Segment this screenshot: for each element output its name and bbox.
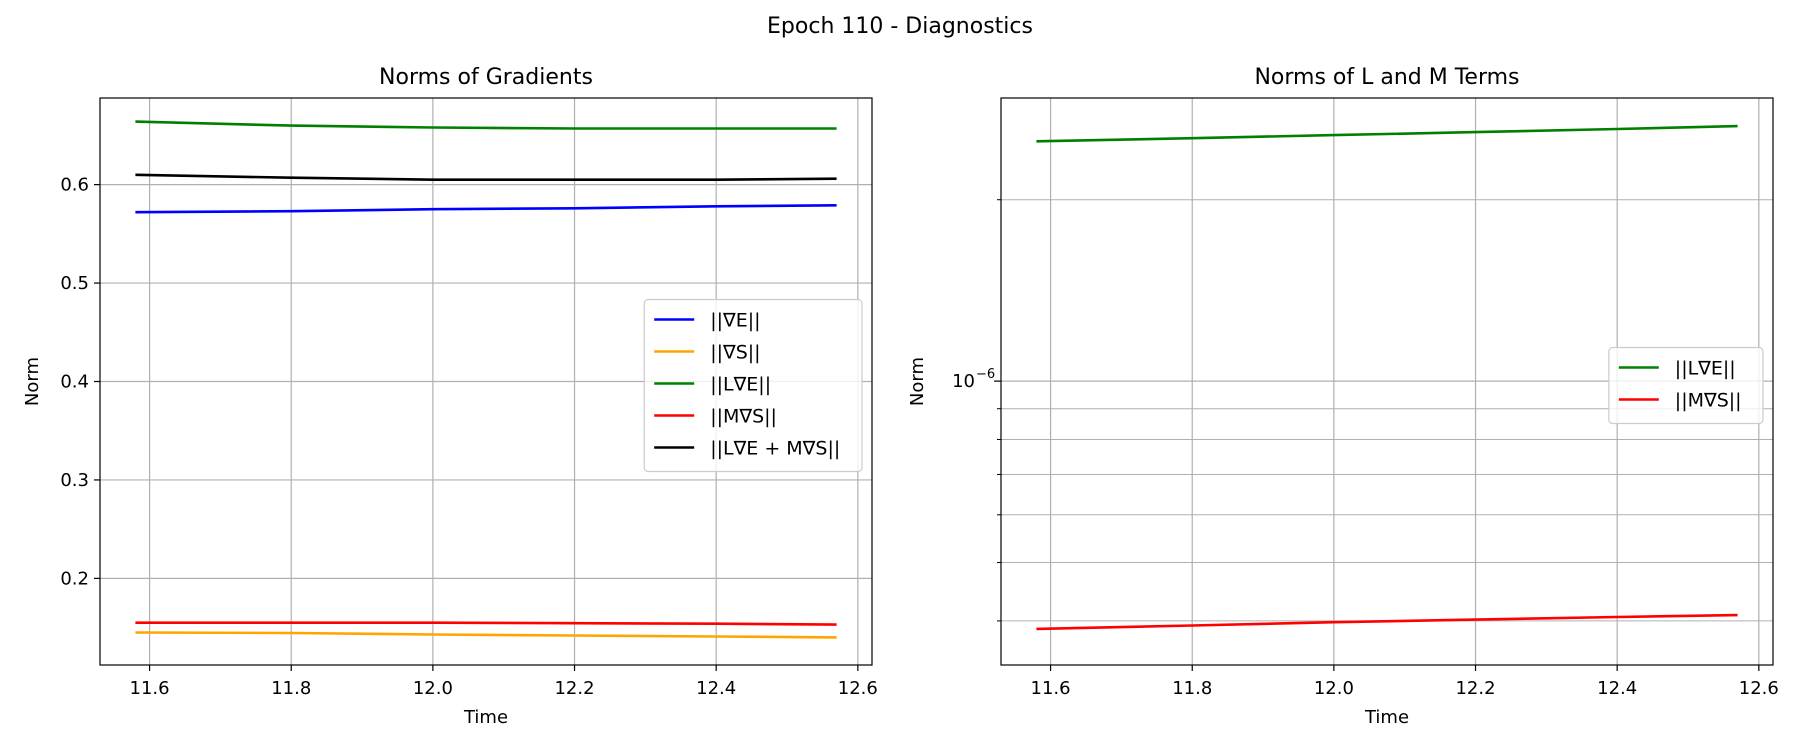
y-tick-label-exponent: −6: [976, 367, 995, 382]
y-tick-label: 0.2: [60, 568, 89, 589]
y-tick-label: 10: [952, 371, 975, 392]
x-tick-label: 11.8: [271, 678, 311, 699]
series-line: [135, 204, 837, 214]
x-tick-label: 12.4: [696, 678, 736, 699]
x-tick-label: 12.0: [1314, 678, 1354, 699]
legend-label: ||∇S||: [710, 342, 760, 364]
gradients-y-axis-label: Norm: [22, 357, 43, 406]
l-m-terms-legend: ||L∇E|| ||M∇S||: [1608, 346, 1764, 425]
legend-label: ||L∇E + M∇S||: [710, 438, 840, 460]
x-tick-label: 11.6: [1031, 678, 1071, 699]
gradients-legend: ||∇E|| ||∇S|| ||L∇E|| ||M∇S|| ||L∇E + M∇S||: [643, 298, 863, 473]
gradients-panel: 11.6 11.8 12.0 12.2 12.4 12.60.20.30.40.50.6 …: [22, 65, 878, 728]
series-line: [135, 621, 837, 626]
legend-label: ||∇E||: [710, 310, 760, 332]
legend-label: ||L∇E||: [710, 374, 771, 396]
l-m-terms-y-axis-label: Norm: [907, 357, 928, 406]
x-tick-label: 12.2: [554, 678, 594, 699]
y-tick-label: 0.6: [60, 175, 89, 196]
legend-label: ||L∇E||: [1675, 358, 1736, 380]
gradients-x-axis-label: Time: [463, 707, 508, 728]
gradients-lines: [135, 120, 837, 639]
y-tick-label: 0.3: [60, 470, 89, 491]
x-tick-label: 12.0: [413, 678, 453, 699]
l-m-terms-lines: [1036, 124, 1738, 631]
gradients-ticks: 11.6 11.8 12.0 12.2 12.4 12.6 0.2 0.3 0.4 0.5 0.6: [60, 175, 878, 699]
legend-label: ||M∇S||: [1675, 390, 1742, 412]
figure-title: Epoch 110 - Diagnostics: [767, 14, 1033, 39]
gradients-chart-title: Norms of Gradients: [379, 65, 593, 90]
x-tick-label: 11.8: [1172, 678, 1212, 699]
series-line: [1036, 613, 1738, 631]
series-line: [1036, 124, 1738, 143]
legend-box: [643, 298, 863, 473]
y-tick-label: 0.4: [60, 372, 89, 393]
l-m-terms-x-axis-label: Time: [1364, 707, 1409, 728]
x-tick-label: 12.6: [1739, 678, 1779, 699]
legend-label: ||M∇S||: [710, 406, 777, 428]
x-tick-label: 12.2: [1455, 678, 1495, 699]
series-line: [135, 120, 837, 130]
l-m-terms-ticks: 11.6 11.8 12.0 12.2 12.4 12.6 10 −6: [952, 199, 1779, 699]
x-tick-label: 12.4: [1597, 678, 1637, 699]
x-tick-label: 12.6: [838, 678, 878, 699]
y-tick-label: 0.5: [60, 273, 89, 294]
l-m-terms-panel: 11.6 11.8 12.0 12.2 12.4 12.6 10 −6 Norms of L …: [907, 65, 1779, 728]
series-line: [135, 631, 837, 639]
series-line: [135, 173, 837, 181]
l-m-terms-chart-title: Norms of L and M Terms: [1254, 65, 1519, 90]
x-tick-label: 11.6: [130, 678, 170, 699]
